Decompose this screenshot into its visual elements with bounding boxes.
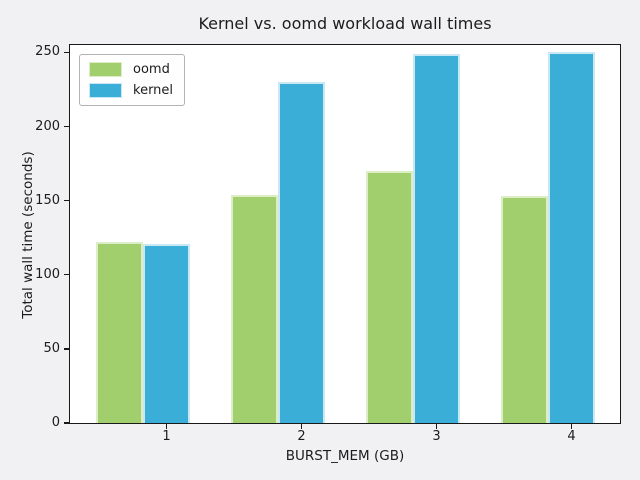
y-tick-label: 100 <box>35 266 60 282</box>
legend-entry-kernel: kernel <box>89 83 173 98</box>
x-tick-label: 2 <box>297 429 306 444</box>
chart-title: Kernel vs. oomd workload wall times <box>198 14 492 33</box>
bar-kernel-2 <box>278 82 325 423</box>
y-tick-label: 0 <box>51 415 60 430</box>
bar-kernel-1 <box>143 244 190 423</box>
bar-kernel-3 <box>413 54 460 423</box>
legend-swatch-oomd <box>89 62 122 77</box>
y-tick-label: 200 <box>35 118 60 134</box>
y-tick-mark <box>64 422 69 424</box>
x-tick-label: 4 <box>567 429 576 444</box>
y-tick-label: 150 <box>35 192 60 208</box>
legend-entry-oomd: oomd <box>89 62 173 77</box>
y-axis-label: Total wall time (seconds) <box>20 151 36 319</box>
bar-oomd-4 <box>501 196 548 423</box>
x-tick-mark <box>435 424 438 429</box>
plot-area: oomd kernel <box>69 44 621 424</box>
legend-label: oomd <box>133 62 170 77</box>
legend-swatch-kernel <box>89 83 122 98</box>
x-tick-label: 3 <box>432 429 441 444</box>
x-tick-mark <box>300 424 303 429</box>
y-tick-mark <box>64 274 69 276</box>
y-tick-label: 50 <box>43 340 60 356</box>
y-tick-mark <box>64 199 69 202</box>
y-tick-mark <box>64 125 69 128</box>
x-tick-mark <box>165 424 168 429</box>
x-tick-label: 1 <box>162 429 171 444</box>
y-tick-label: 250 <box>35 44 60 60</box>
legend: oomd kernel <box>79 54 186 106</box>
y-tick-mark <box>64 348 69 350</box>
y-tick-mark <box>64 51 69 54</box>
bar-oomd-2 <box>231 195 278 423</box>
bar-oomd-1 <box>96 242 143 423</box>
bar-kernel-4 <box>548 52 595 423</box>
bar-oomd-3 <box>366 171 413 423</box>
legend-label: kernel <box>133 83 174 98</box>
x-axis-label: BURST_MEM (GB) <box>285 448 405 464</box>
x-tick-mark <box>570 424 573 429</box>
